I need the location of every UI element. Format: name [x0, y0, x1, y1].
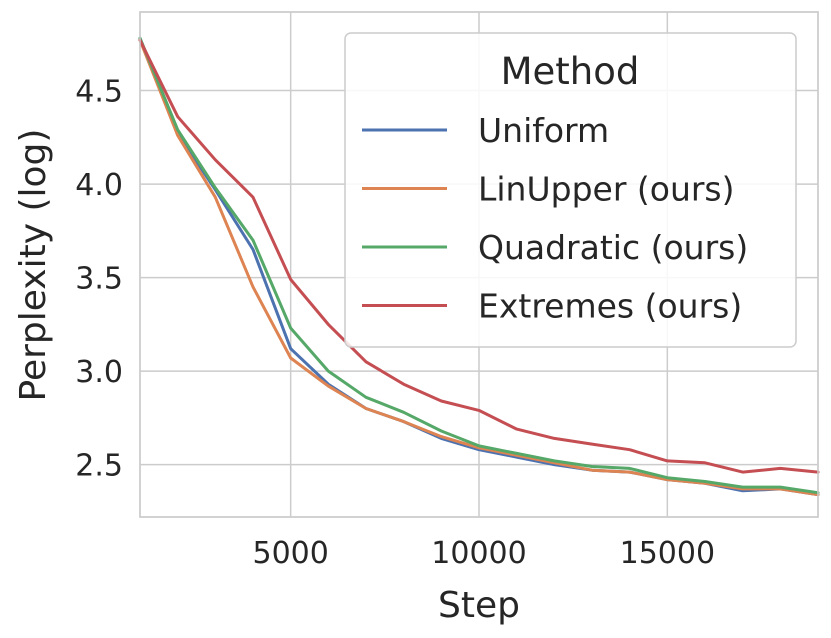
legend-box	[344, 32, 797, 348]
y-axis-title: Perplexity (log)	[13, 129, 54, 402]
legend-title: Method	[501, 50, 640, 93]
legend-items: Uniform LinUpper (ours) Quadratic (ours) Ex…	[362, 111, 748, 326]
legend-label: Extremes (ours)	[478, 287, 742, 326]
legend: Method Uniform LinUpper (ours) Quadratic (…	[344, 32, 797, 348]
x-axis-title: Step	[438, 585, 520, 626]
legend-label: Quadratic (ours)	[478, 228, 748, 267]
x-tick-label: 15000	[620, 536, 715, 571]
y-tick-label: 2.5	[75, 449, 123, 484]
legend-label: LinUpper (ours)	[478, 170, 735, 209]
series-line	[138, 38, 820, 497]
y-tick-label: 4.0	[75, 168, 123, 203]
legend-label: Uniform	[478, 111, 609, 150]
x-tick-label: 10000	[431, 536, 526, 571]
series-lines	[138, 36, 820, 497]
y-tick-label: 4.5	[75, 75, 123, 110]
x-tick-labels: 5000 10000 15000	[252, 536, 715, 571]
y-tick-labels: 2.5 3.0 3.5 4.0 4.5	[75, 75, 123, 484]
y-tick-label: 3.5	[75, 262, 123, 297]
x-tick-label: 5000	[252, 536, 328, 571]
plot-frame	[139, 11, 819, 518]
series-line	[138, 38, 820, 474]
series-line	[138, 36, 820, 495]
y-tick-label: 3.0	[75, 355, 123, 390]
